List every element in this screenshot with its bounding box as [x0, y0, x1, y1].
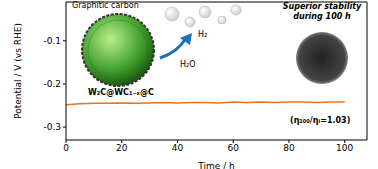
- html-text:Graphitic carbon: Graphitic carbon: [72, 1, 139, 10]
- svg-text:-0.2: -0.2: [43, 79, 61, 89]
- svg-text:-0.1: -0.1: [43, 36, 61, 46]
- svg-text:-0.3: -0.3: [43, 122, 61, 132]
- svg-text:60: 60: [227, 143, 239, 153]
- html-text:W₂C@WC₁₋ₓ@C: W₂C@WC₁₋ₓ@C: [88, 88, 154, 97]
- html-text:H₂O: H₂O: [180, 60, 196, 69]
- html-text:H₂: H₂: [198, 30, 208, 39]
- html-text:Superior stability during 100: Superior stability during 100 h: [282, 2, 362, 21]
- svg-text:20: 20: [116, 143, 128, 153]
- svg-text:Time / h: Time / h: [197, 161, 234, 169]
- svg-text:100: 100: [336, 143, 353, 153]
- svg-text:40: 40: [172, 143, 184, 153]
- svg-text:80: 80: [283, 143, 295, 153]
- svg-text:0: 0: [63, 143, 69, 153]
- svg-text:Potential / V (vs RHE): Potential / V (vs RHE): [13, 23, 23, 119]
- html-text:(η₁₀₀/ηᵢ=1.03): (η₁₀₀/ηᵢ=1.03): [290, 116, 351, 125]
